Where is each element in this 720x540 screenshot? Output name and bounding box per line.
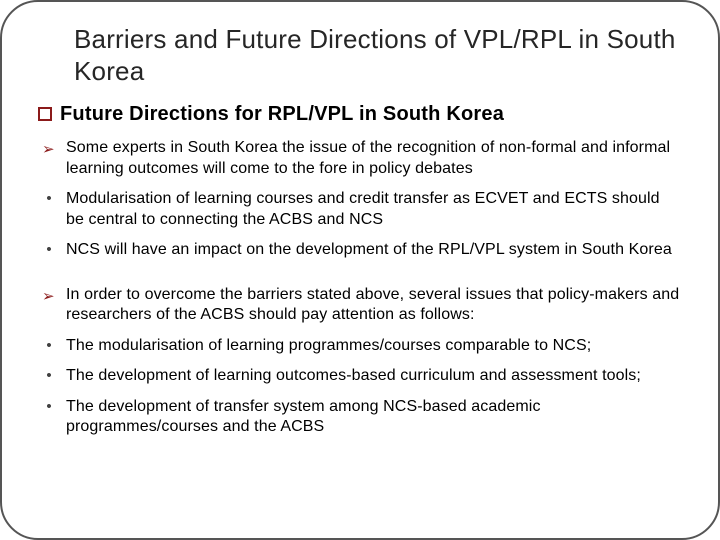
list-item-text: Some experts in South Korea the issue of… (66, 138, 682, 179)
list-item: ➢ In order to overcome the barriers stat… (42, 285, 682, 326)
list-item: • Modularisation of learning courses and … (42, 189, 682, 230)
list-item: • The development of transfer system amon… (42, 397, 682, 438)
list-item: • NCS will have an impact on the developm… (42, 240, 682, 260)
subheading-row: Future Directions for RPL/VPL in South K… (38, 103, 682, 126)
list-item-text: NCS will have an impact on the developme… (66, 240, 672, 260)
square-bullet-icon (38, 107, 52, 121)
items-list: ➢ Some experts in South Korea the issue o… (38, 138, 682, 437)
list-item: ➢ Some experts in South Korea the issue o… (42, 138, 682, 179)
dot-bullet-icon: • (42, 367, 56, 384)
arrow-bullet-icon: ➢ (42, 287, 56, 305)
dot-bullet-icon: • (42, 337, 56, 354)
dot-bullet-icon: • (42, 190, 56, 207)
dot-bullet-icon: • (42, 241, 56, 258)
list-item-text: The development of learning outcomes-bas… (66, 366, 641, 386)
list-item: • The development of learning outcomes-ba… (42, 366, 682, 386)
spacer (38, 271, 682, 285)
subheading-text: Future Directions for RPL/VPL in South K… (60, 103, 504, 126)
slide-title: Barriers and Future Directions of VPL/RP… (74, 24, 682, 87)
slide-frame: Barriers and Future Directions of VPL/RP… (0, 0, 720, 540)
list-item-text: Modularisation of learning courses and c… (66, 189, 682, 230)
list-item-text: The development of transfer system among… (66, 397, 682, 438)
dot-bullet-icon: • (42, 398, 56, 415)
arrow-bullet-icon: ➢ (42, 140, 56, 158)
list-item: • The modularisation of learning programm… (42, 336, 682, 356)
list-item-text: In order to overcome the barriers stated… (66, 285, 682, 326)
list-item-text: The modularisation of learning programme… (66, 336, 591, 356)
